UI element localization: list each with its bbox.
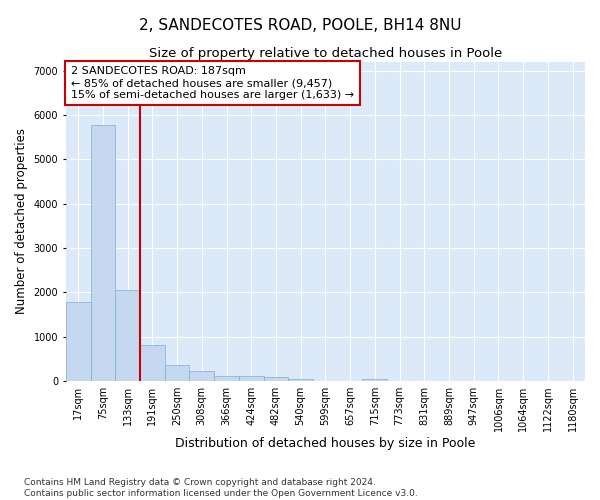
Bar: [239, 376, 263, 381]
Text: 2, SANDECOTES ROAD, POOLE, BH14 8NU: 2, SANDECOTES ROAD, POOLE, BH14 8NU: [139, 18, 461, 32]
Bar: [165, 365, 190, 381]
Bar: [190, 372, 214, 381]
Title: Size of property relative to detached houses in Poole: Size of property relative to detached ho…: [149, 48, 502, 60]
Text: Contains HM Land Registry data © Crown copyright and database right 2024.
Contai: Contains HM Land Registry data © Crown c…: [24, 478, 418, 498]
Bar: [263, 376, 289, 381]
Bar: [91, 124, 115, 381]
Y-axis label: Number of detached properties: Number of detached properties: [15, 128, 28, 314]
Bar: [66, 302, 91, 381]
Text: 2 SANDECOTES ROAD: 187sqm
← 85% of detached houses are smaller (9,457)
15% of se: 2 SANDECOTES ROAD: 187sqm ← 85% of detac…: [71, 66, 354, 100]
Bar: [289, 379, 313, 381]
Bar: [214, 376, 239, 381]
Bar: [140, 344, 165, 381]
Bar: [362, 379, 387, 381]
Bar: [115, 290, 140, 381]
X-axis label: Distribution of detached houses by size in Poole: Distribution of detached houses by size …: [175, 437, 476, 450]
